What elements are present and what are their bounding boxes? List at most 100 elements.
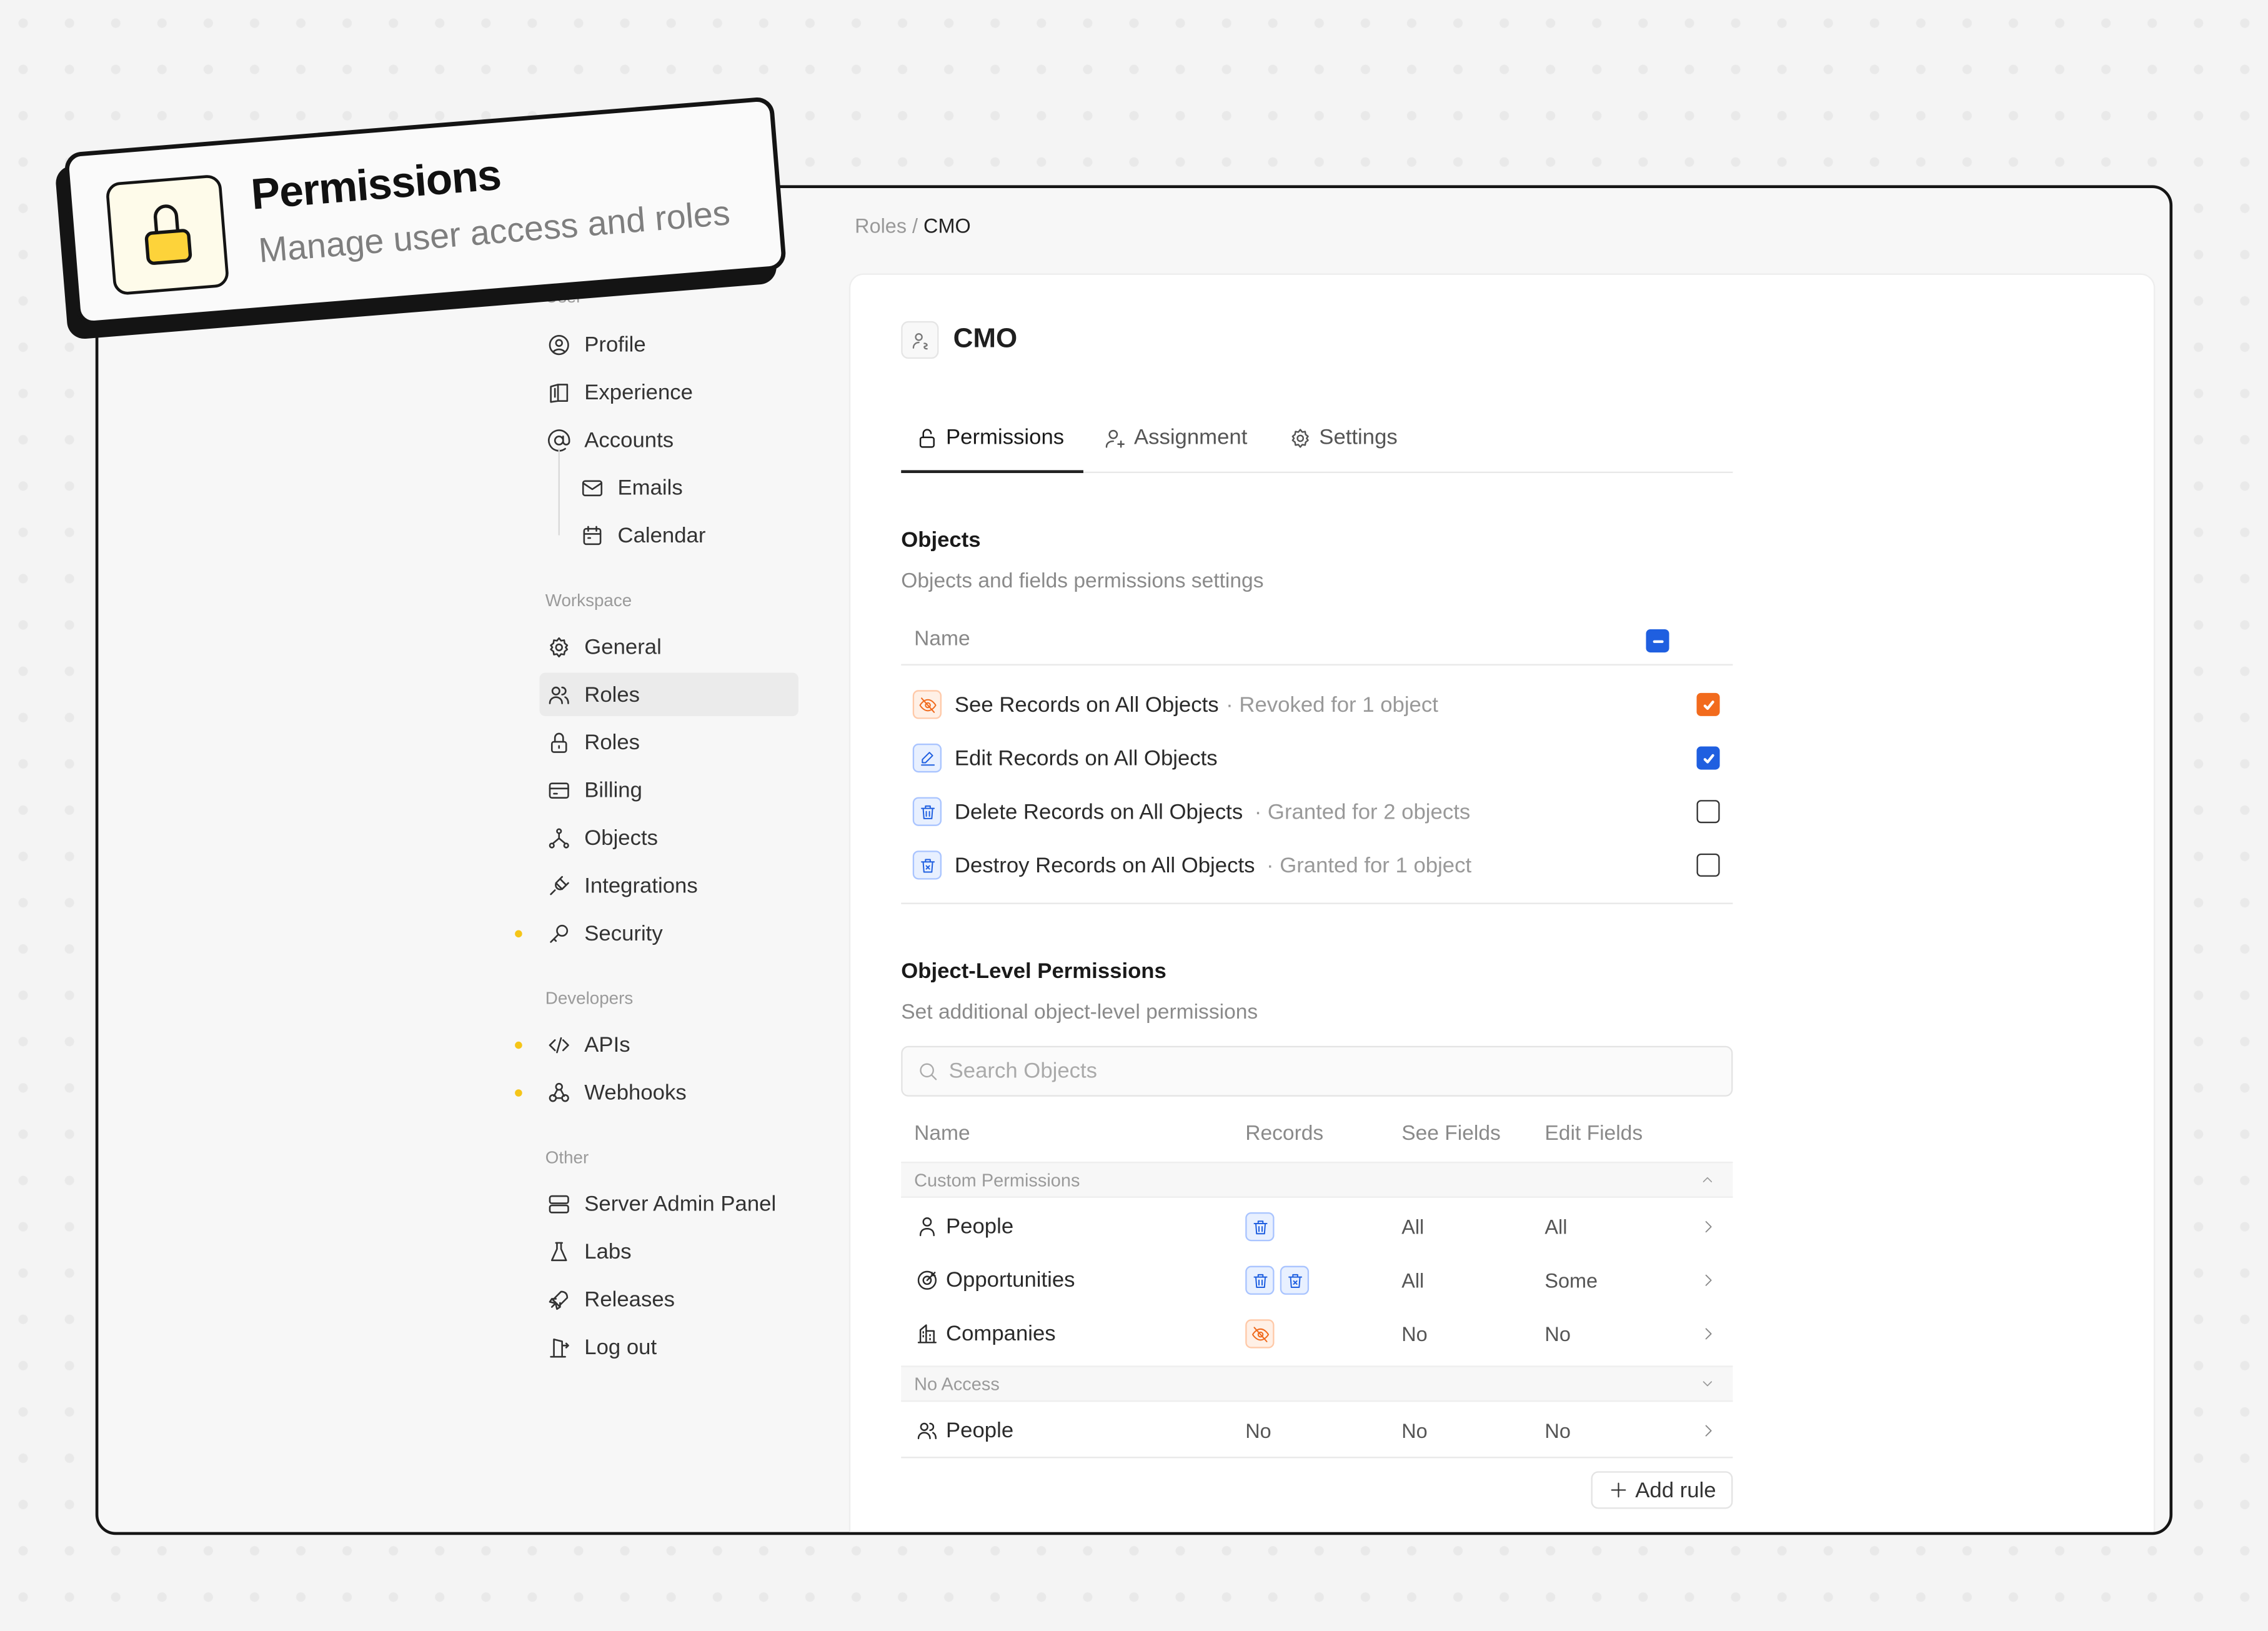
sidebar-item-apis[interactable]: APIs [539, 1023, 798, 1066]
sidebar-item-log-out[interactable]: Log out [539, 1325, 798, 1369]
sidebar-item-releases[interactable]: Releases [539, 1277, 798, 1320]
group-custom-permissions[interactable]: Custom Permissions [901, 1161, 1733, 1198]
see-fields: No [1401, 1419, 1428, 1443]
select-all-checkbox[interactable] [1646, 629, 1669, 653]
delete-records-checkbox[interactable] [1696, 800, 1720, 824]
divider [901, 1457, 1733, 1459]
row-name: People [946, 1214, 1014, 1239]
label: Accounts [584, 427, 674, 452]
edit-fields: No [1544, 1322, 1571, 1345]
section-label-workspace: Workspace [545, 590, 632, 611]
label: Edit Records on All Objects [954, 746, 1218, 771]
tab-permissions[interactable]: Permissions [915, 426, 1064, 450]
chevron-right-icon [1705, 1328, 1712, 1340]
tab-settings[interactable]: Settings [1289, 426, 1398, 450]
edit-icon [912, 743, 942, 773]
edit-records-checkbox[interactable] [1696, 746, 1720, 770]
row-name: Companies [946, 1321, 1056, 1347]
label: Emails [617, 475, 683, 500]
sidebar-item-profile[interactable]: Profile [539, 322, 798, 366]
name-column-header: Name [914, 627, 970, 651]
table-row-opportunities[interactable]: Opportunities All Some [901, 1254, 1733, 1306]
sidebar-item-objects[interactable]: Objects [539, 816, 798, 859]
edit-fields: Some [1544, 1269, 1598, 1292]
label: Profile [584, 332, 646, 357]
group-no-access[interactable]: No Access [901, 1365, 1733, 1402]
mail-icon [582, 479, 603, 496]
book-icon [550, 382, 569, 402]
label: Log out [584, 1334, 657, 1359]
col-records: Records [1245, 1122, 1324, 1146]
label: General [584, 634, 662, 659]
search-icon [920, 1063, 937, 1080]
edit-fields: All [1544, 1215, 1568, 1239]
page-title: CMO [953, 324, 1018, 355]
search-objects-input[interactable]: Search Objects [901, 1045, 1733, 1097]
add-rule-button[interactable]: Add rule [1591, 1471, 1733, 1509]
sidebar-item-emails[interactable]: Emails [573, 466, 832, 509]
tab-assignment[interactable]: Assignment [1103, 426, 1247, 450]
chevron-right-icon [1705, 1425, 1712, 1437]
tab-label: Permissions [946, 425, 1065, 450]
user-plus-icon [1105, 429, 1125, 447]
note: · Granted for 1 object [1266, 852, 1472, 878]
chevron-up-icon [1703, 1177, 1713, 1182]
sidebar-item-general[interactable]: General [539, 625, 798, 668]
label: See Records on All Objects [954, 692, 1219, 717]
tree-line [558, 448, 560, 536]
label: Destroy Records on All Objects [954, 852, 1255, 878]
label: Billing [584, 777, 642, 802]
sidebar-item-roles-active[interactable]: Roles [539, 672, 798, 716]
object-level-heading: Object-Level Permissions [901, 959, 1166, 984]
see-fields: All [1401, 1215, 1425, 1239]
destroy-records-checkbox[interactable] [1696, 853, 1720, 877]
see-records-checkbox[interactable] [1696, 692, 1720, 716]
plus-icon [1610, 1482, 1626, 1498]
sidebar-item-calendar[interactable]: Calendar [573, 514, 832, 557]
label: Security [584, 920, 663, 945]
flask-icon [550, 1241, 567, 1260]
breadcrumb-roles-link[interactable]: Roles [855, 214, 907, 237]
lock-icon [919, 428, 935, 447]
gear-icon [1291, 428, 1309, 447]
role-icon [901, 321, 939, 359]
col-name: Name [914, 1122, 970, 1146]
label: Roles [584, 682, 640, 707]
sidebar-item-security[interactable]: Security [539, 911, 798, 954]
sidebar-item-experience[interactable]: Experience [539, 371, 798, 414]
sidebar-item-accounts[interactable]: Accounts [539, 418, 798, 461]
calendar-icon [583, 525, 602, 544]
label: Releases [584, 1287, 675, 1312]
sidebar-item-webhooks[interactable]: Webhooks [539, 1070, 798, 1114]
section-label-user: User [545, 286, 582, 307]
lock-icon [105, 174, 230, 296]
role-card: CMO Permissions Assignment Settings Obje… [848, 273, 2156, 1532]
permission-row-see: See Records on All Objects · Revoked for … [901, 683, 1733, 726]
object-level-subtitle: Set additional object-level permissions [901, 1000, 1258, 1025]
tab-label: Assignment [1133, 425, 1248, 450]
note: · Revoked for 1 object [1226, 692, 1438, 717]
table-row-people-no-access[interactable]: People No No No [901, 1405, 1733, 1457]
table-row-companies[interactable]: Companies No No [901, 1308, 1733, 1360]
col-see-fields: See Fields [1401, 1122, 1501, 1146]
user-circle-icon [549, 334, 569, 355]
label: Experience [584, 379, 693, 405]
sidebar-item-labs[interactable]: Labs [539, 1230, 798, 1273]
sidebar-item-integrations[interactable]: Integrations [539, 864, 798, 907]
section-label-other: Other [545, 1147, 589, 1168]
breadcrumb-current: CMO [923, 214, 971, 237]
logout-icon [550, 1337, 569, 1357]
chevron-down-icon [1703, 1381, 1713, 1387]
group-label: Custom Permissions [914, 1169, 1080, 1190]
credit-card-icon [549, 782, 569, 798]
row-name: Opportunities [946, 1268, 1075, 1293]
sidebar-item-billing[interactable]: Billing [539, 768, 798, 811]
sidebar-item-server-admin-panel[interactable]: Server Admin Panel [539, 1182, 798, 1225]
sidebar-item-roles[interactable]: Roles [539, 721, 798, 764]
table-row-people[interactable]: People All All [901, 1200, 1733, 1252]
status-dot [515, 930, 522, 938]
label: Delete Records on All Objects [954, 799, 1243, 824]
divider [901, 664, 1733, 666]
placeholder: Search Objects [948, 1059, 1098, 1084]
label: Objects [584, 825, 658, 850]
